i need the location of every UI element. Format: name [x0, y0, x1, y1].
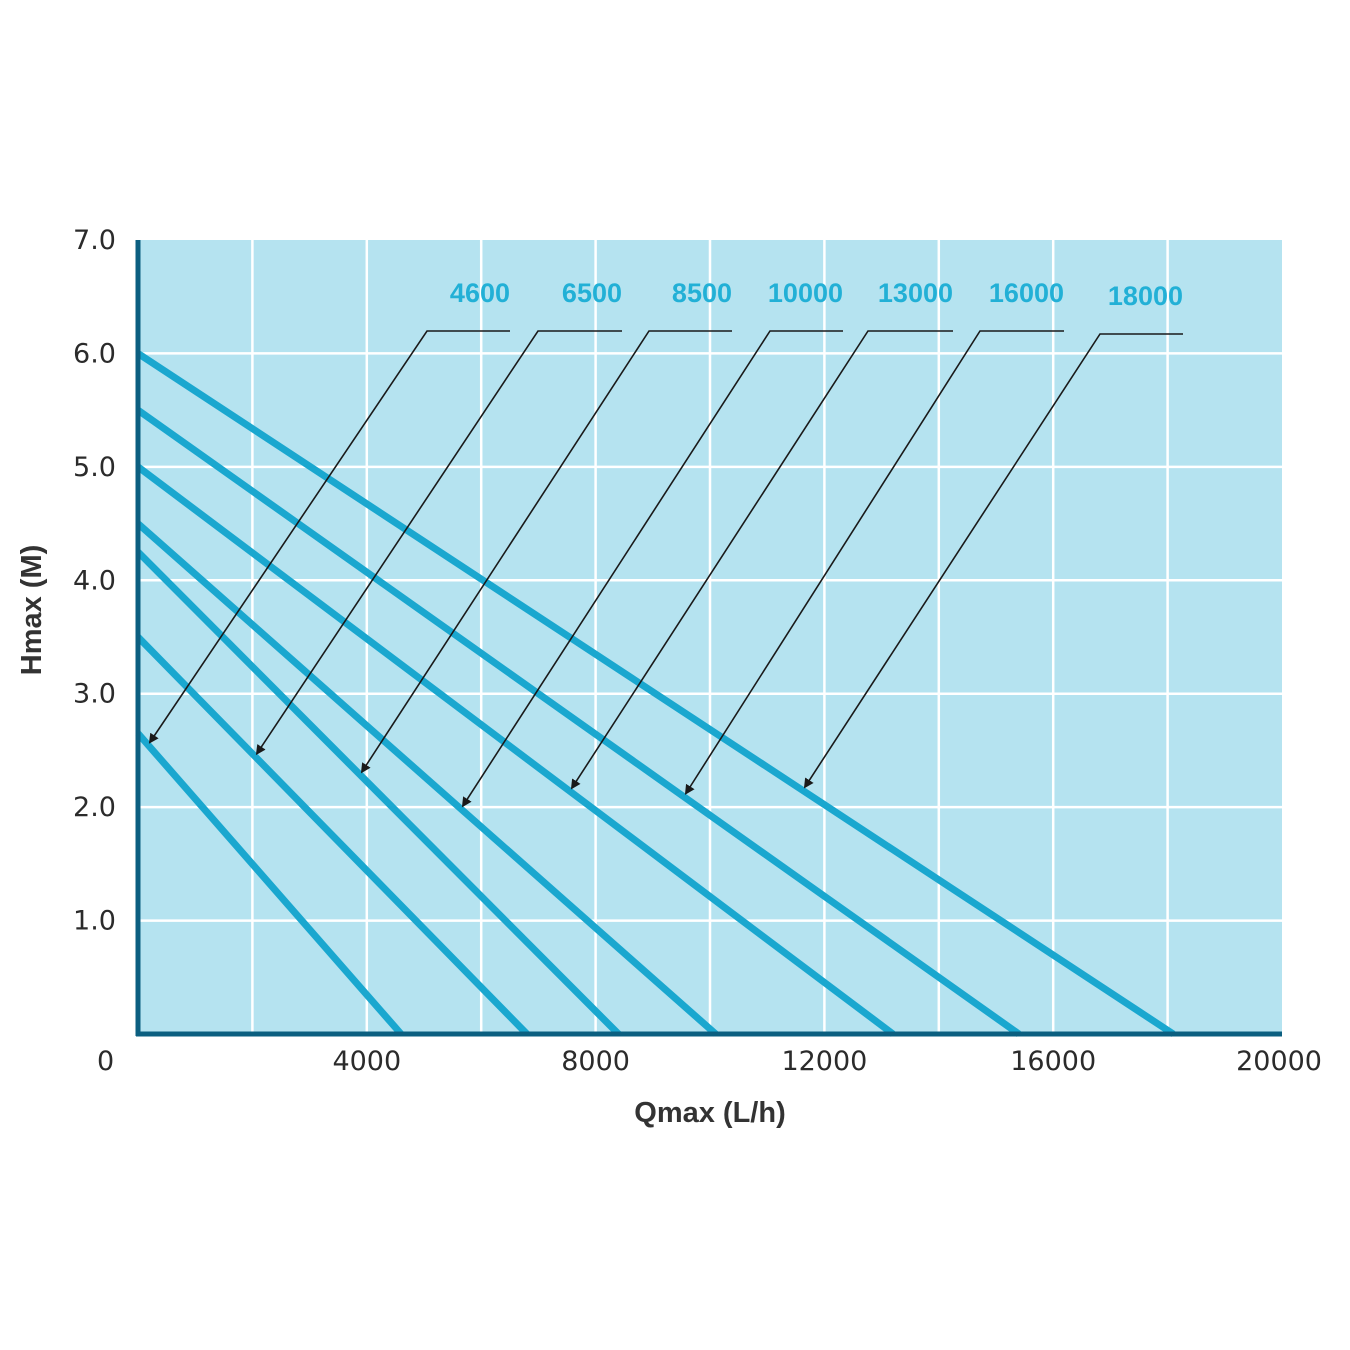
series-line-13000 [135, 464, 896, 1037]
x-tick-label: 12000 [781, 1046, 867, 1077]
series-line-18000 [136, 350, 1176, 1037]
y-tick-label: 5.0 [73, 452, 116, 483]
x-tick-label: 16000 [1010, 1046, 1096, 1077]
series-label-10000: 10000 [768, 278, 843, 308]
leader-arrow-13000 [570, 330, 953, 790]
x-tick-labels: 0 4000 8000 12000 16000 20000 [97, 1046, 1322, 1077]
series-label-8500: 8500 [672, 278, 732, 308]
series-label-18000: 18000 [1108, 281, 1183, 311]
leader-arrow-18000 [803, 333, 1183, 789]
series-lines [135, 350, 1176, 1037]
grid [138, 240, 1282, 1034]
y-tick-label: 6.0 [73, 338, 116, 369]
series-label-16000: 16000 [989, 278, 1064, 308]
y-tick-label: 1.0 [73, 906, 116, 937]
leader-arrow-16000 [684, 330, 1064, 795]
series-line-6500 [135, 634, 530, 1037]
leader-arrow-4600 [148, 330, 510, 744]
series-label-13000: 13000 [878, 278, 953, 308]
series-line-4600 [135, 731, 404, 1037]
series-line-10000 [135, 520, 719, 1037]
x-tick-label: 8000 [561, 1046, 630, 1077]
leader-arrow-10000 [461, 330, 843, 808]
y-tick-label: 3.0 [73, 679, 116, 710]
y-axis-title: Hmax (M) [16, 545, 48, 676]
y-tick-labels: 1.0 2.0 3.0 4.0 5.0 6.0 7.0 [73, 225, 116, 937]
x-tick-label: 4000 [332, 1046, 401, 1077]
x-tick-label: 0 [97, 1046, 114, 1077]
series-line-16000 [135, 407, 1021, 1037]
series-label-4600: 4600 [450, 278, 510, 308]
x-tick-label: 20000 [1236, 1046, 1322, 1077]
series-label-6500: 6500 [562, 278, 622, 308]
leader-arrow-6500 [255, 330, 622, 756]
y-tick-label: 7.0 [73, 225, 116, 256]
series-line-8500 [135, 549, 621, 1037]
y-tick-label: 4.0 [73, 565, 116, 596]
x-axis-title: Qmax (L/h) [634, 1097, 785, 1129]
series-labels: 4600 6500 8500 10000 13000 16000 18000 [450, 278, 1183, 311]
leader-arrow-8500 [360, 330, 732, 774]
y-tick-label: 2.0 [73, 792, 116, 823]
axes [135, 240, 1282, 1037]
series-leaders [148, 330, 1183, 808]
